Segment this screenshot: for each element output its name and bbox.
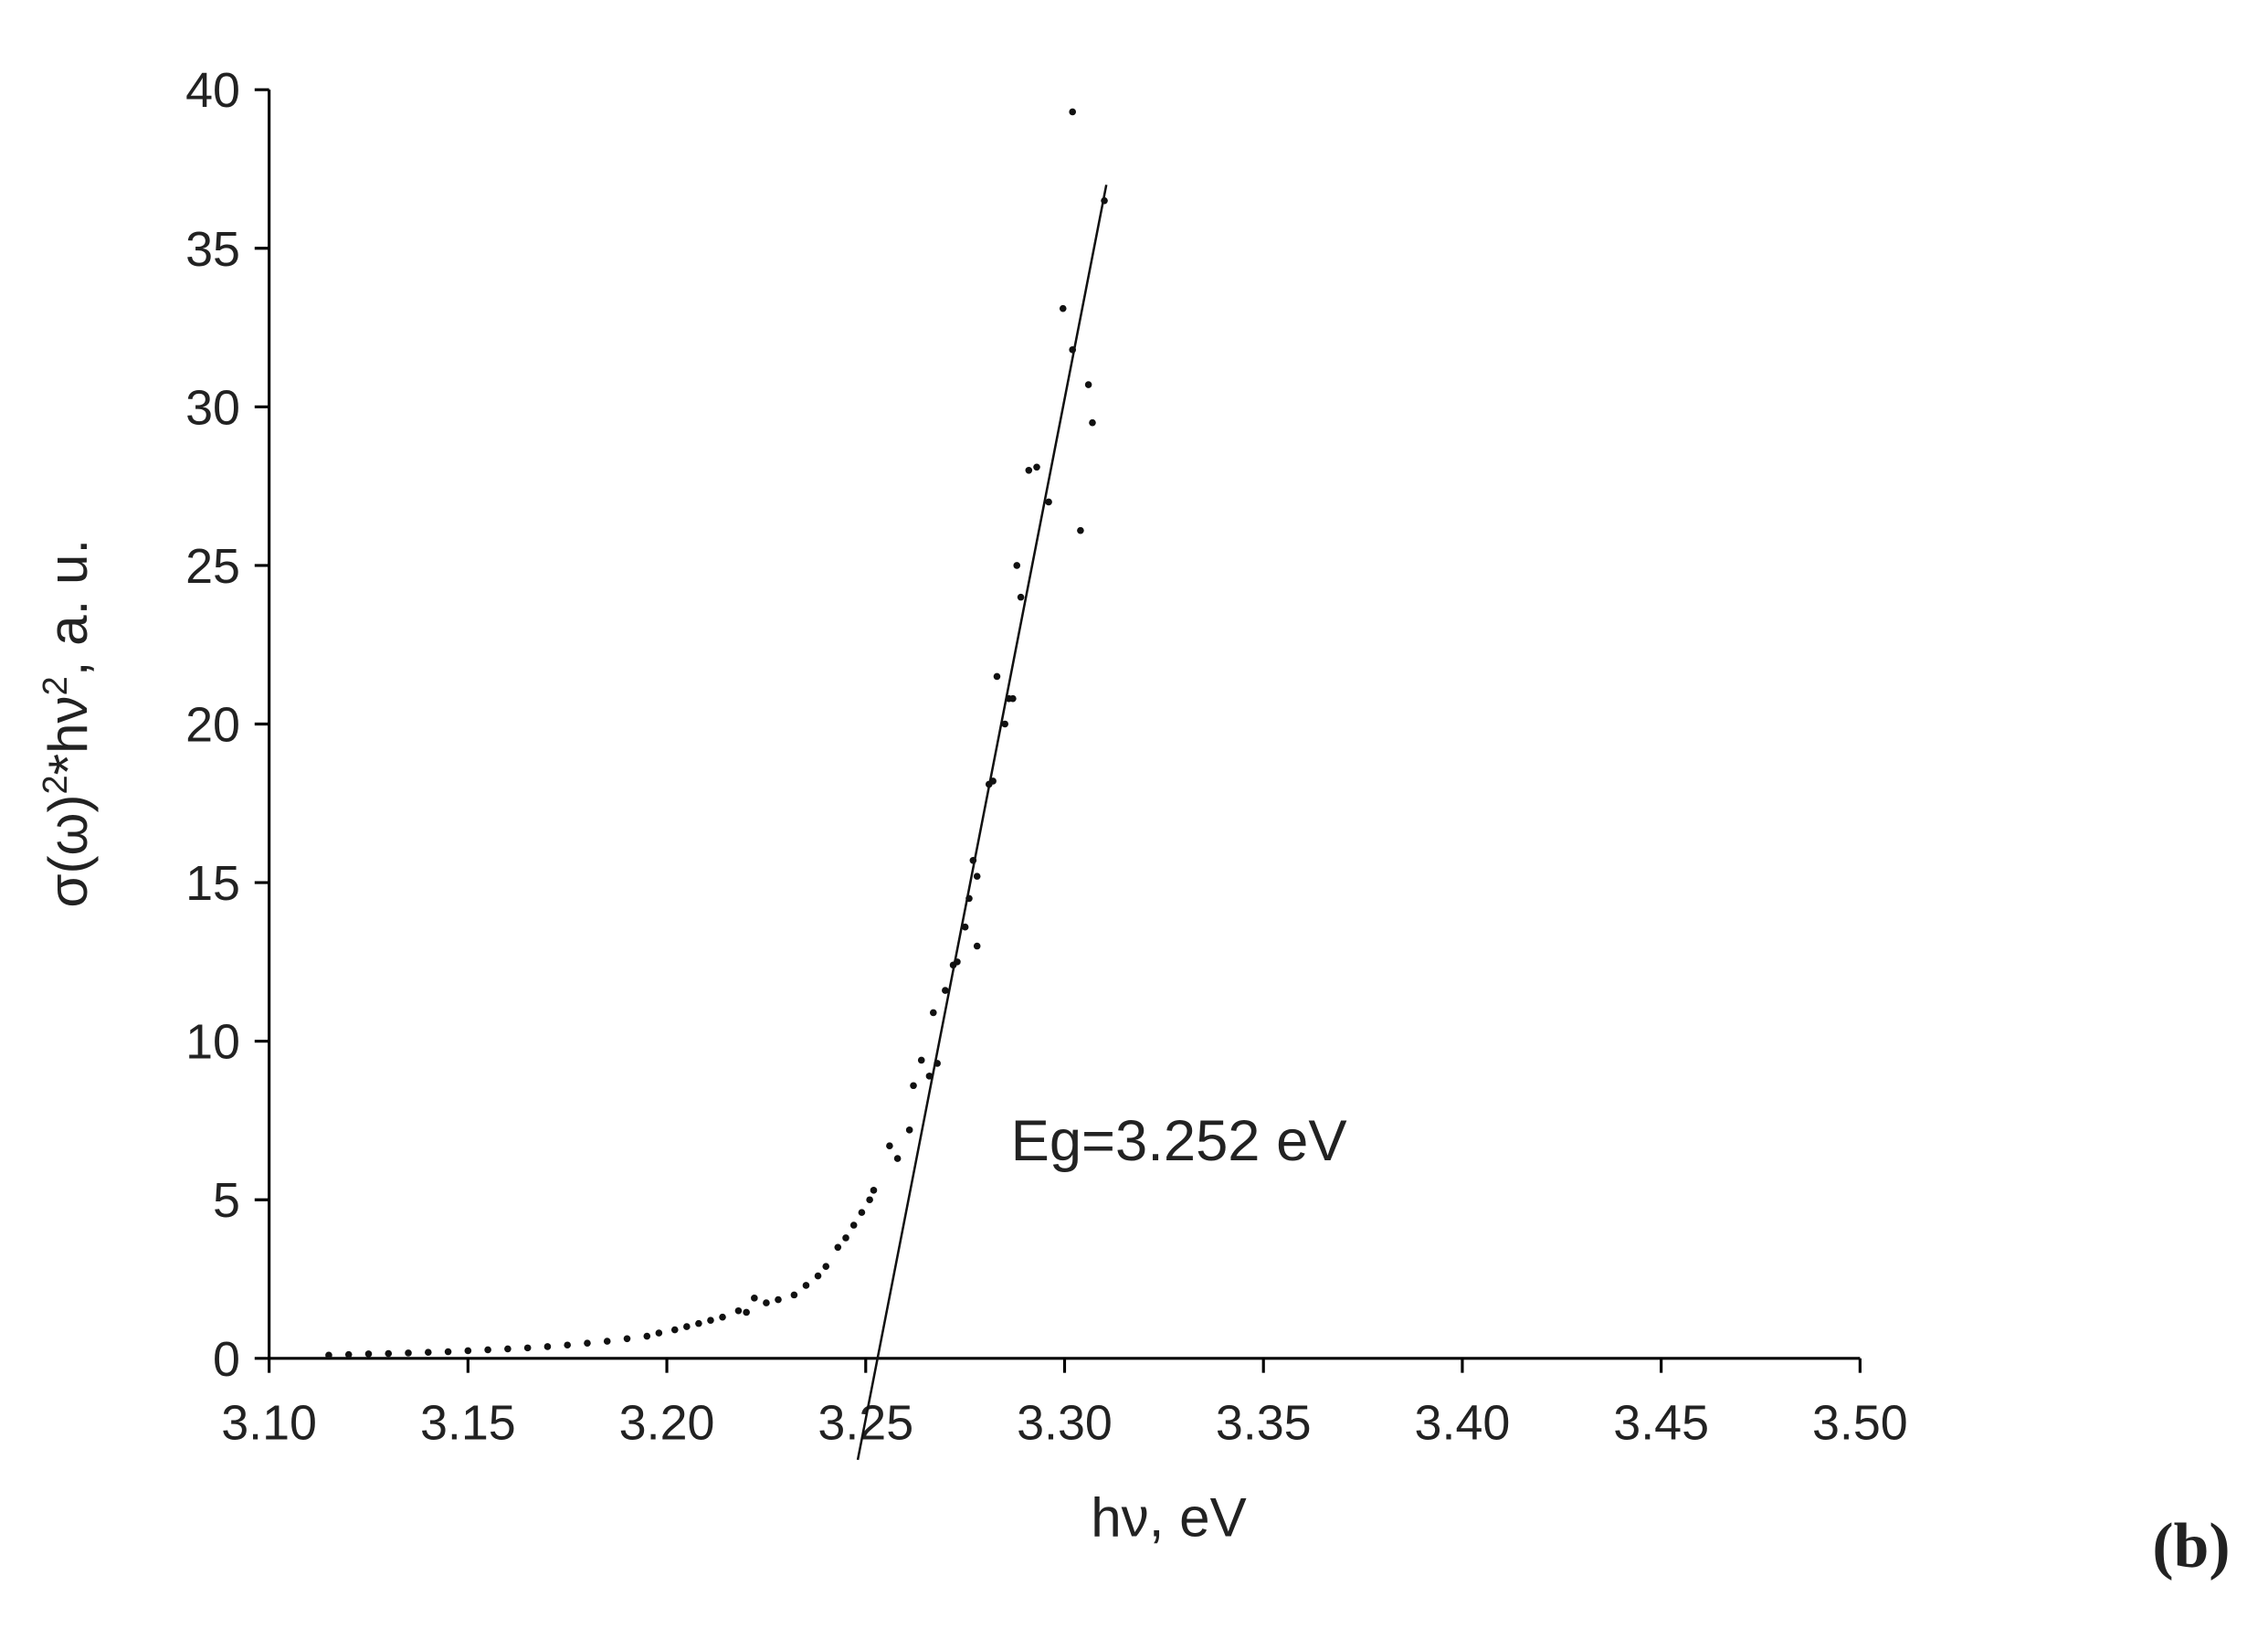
data-point [973,942,981,950]
x-tick-label: 3.20 [619,1395,715,1450]
data-point [1009,694,1017,703]
data-point [910,1082,917,1090]
data-point [643,1332,651,1340]
data-point [695,1319,702,1327]
annotation: Eg=3.252 eV [1011,1109,1347,1173]
data-point [385,1349,393,1358]
data-point [543,1343,552,1350]
data-point [707,1316,714,1324]
data-point [886,1142,893,1150]
data-point [802,1282,810,1289]
data-point [790,1291,798,1299]
data-point [1069,108,1077,116]
data-point [942,987,949,994]
y-label-sup: 2 [37,775,75,794]
data-point [424,1348,432,1357]
x-tick-label: 3.10 [221,1395,317,1450]
data-point [1084,381,1092,388]
x-tick-label: 3.40 [1415,1395,1511,1450]
data-point [584,1339,591,1347]
data-point [905,1126,913,1134]
data-point [751,1295,758,1302]
x-tick-label: 3.45 [1613,1395,1709,1450]
data-point [1001,720,1008,728]
y-tick-label: 40 [185,63,240,118]
data-point [484,1346,491,1354]
y-tick-label: 30 [185,380,240,435]
x-tick-label: 3.15 [420,1395,516,1450]
data-point [917,1056,925,1064]
y-label-part: *hν [37,695,99,775]
data-point [814,1272,822,1280]
data-point [743,1308,750,1316]
y-tick-label: 0 [213,1332,240,1387]
data-point [670,1326,679,1334]
data-point [870,1187,878,1194]
data-point [364,1350,373,1358]
y-tick-label: 15 [185,856,240,911]
data-point [973,872,981,880]
x-tick-label: 3.50 [1812,1395,1908,1450]
data-point [623,1335,631,1343]
y-tick-label: 10 [185,1015,240,1070]
data-point [993,672,1001,681]
data-point [1089,418,1096,427]
y-tick-label: 5 [213,1173,240,1228]
data-point [961,923,969,931]
y-tick-label: 25 [185,539,240,594]
data-point [523,1344,532,1352]
data-point [858,1209,866,1216]
fit-line [856,185,1108,1461]
x-tick-label: 3.35 [1216,1395,1312,1450]
data-point [866,1196,873,1204]
data-point [719,1313,726,1321]
data-point [504,1345,512,1353]
panel-label: (b) [2152,1511,2230,1581]
data-point [822,1263,830,1270]
y-tick-label: 35 [185,222,240,277]
data-point [834,1243,842,1252]
y-axis-label: σ(ω)2*hν2, a. u. [37,539,99,908]
y-label-part: σ(ω) [37,794,99,907]
data-point [1025,466,1033,474]
data-point [893,1155,902,1162]
data-point [763,1299,770,1306]
data-point [325,1351,332,1359]
data-point [1059,304,1067,312]
data-point [464,1347,472,1355]
data-point [1013,562,1021,569]
data-point [405,1349,412,1357]
data-point [842,1234,849,1242]
data-point [775,1295,782,1304]
data-point [930,1009,937,1017]
data-point [444,1348,452,1356]
x-tick-label: 3.30 [1017,1395,1113,1450]
data-point [849,1221,858,1229]
x-axis-label: hν, eV [1091,1487,1247,1549]
data-point [564,1341,572,1349]
data-point [603,1338,611,1345]
data-point [1045,498,1052,506]
data-point [1033,463,1040,471]
data-point [344,1350,353,1359]
y-label-part: , a. u. [37,539,99,676]
data-point [655,1329,663,1337]
data-point [734,1306,743,1315]
data-point [1017,593,1025,601]
data-point [683,1323,691,1330]
y-label-sup: 2 [37,676,75,695]
y-tick-label: 20 [185,697,240,752]
data-point [1077,526,1084,534]
